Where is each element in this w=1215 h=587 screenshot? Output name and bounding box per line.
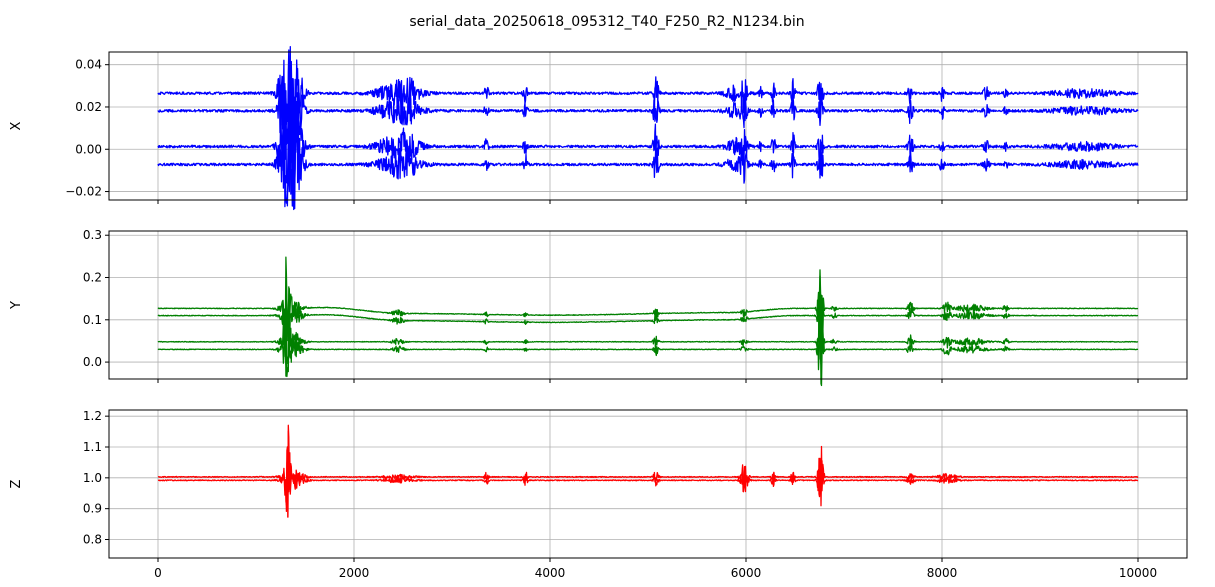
ytick-label-z-0: 0.8 xyxy=(83,533,102,547)
ytick-label-z-2: 1.0 xyxy=(83,471,102,485)
axes-frame-x xyxy=(108,51,1188,201)
ytick-label-z-4: 1.2 xyxy=(83,409,102,423)
ytick-label-x-1: 0.00 xyxy=(75,142,102,156)
series-line-x-3 xyxy=(157,113,1139,211)
axes-frame-y xyxy=(108,230,1188,380)
series-line-x-2 xyxy=(157,100,1139,195)
series-line-z-1 xyxy=(157,430,1139,518)
xtick-label-z-4: 8000 xyxy=(927,566,958,580)
series-line-y-1 xyxy=(157,275,1139,377)
ytick-label-z-3: 1.1 xyxy=(83,440,102,454)
figure-title: serial_data_20250618_095312_T40_F250_R2_… xyxy=(409,14,804,30)
ticks-y: 0.0 0.1 0.2 0.3 xyxy=(83,228,1139,383)
subplot-z: 0 2000 4000 6000 8000 10000 0.8 0.9 1.0 1.1 1.2 Z xyxy=(9,409,1188,580)
ytick-label-x-2: 0.02 xyxy=(75,100,102,114)
ylabel-y: Y xyxy=(9,301,24,310)
ytick-label-x-3: 0.04 xyxy=(75,58,102,72)
series-line-x-0 xyxy=(157,46,1139,141)
series-group-x xyxy=(157,46,1139,211)
series-line-x-1 xyxy=(157,75,1139,157)
series-group-z xyxy=(157,424,1139,518)
ytick-label-y-1: 0.1 xyxy=(83,313,102,327)
xtick-label-z-5: 10000 xyxy=(1119,566,1157,580)
series-group-y xyxy=(157,256,1139,387)
subplot-y: 0.0 0.1 0.2 0.3 Y xyxy=(9,228,1188,387)
ylabel-x: X xyxy=(9,121,24,130)
ytick-label-y-0: 0.0 xyxy=(83,355,102,369)
series-line-y-3 xyxy=(157,307,1139,387)
series-line-y-2 xyxy=(157,300,1139,366)
xtick-label-z-2: 4000 xyxy=(535,566,566,580)
xtick-label-z-3: 6000 xyxy=(731,566,762,580)
ytick-label-y-2: 0.2 xyxy=(83,271,102,285)
ytick-label-x-0: −0.02 xyxy=(65,185,102,199)
ytick-label-y-3: 0.3 xyxy=(83,228,102,242)
series-line-y-0 xyxy=(157,256,1139,339)
axes-frame-z xyxy=(108,409,1188,559)
subplot-x: −0.02 0.00 0.02 0.04 X xyxy=(9,46,1188,211)
ytick-label-z-1: 0.9 xyxy=(83,502,102,516)
ticks-x: −0.02 0.00 0.02 0.04 xyxy=(65,58,1139,204)
ticks-z: 0 2000 4000 6000 8000 10000 0.8 0.9 1.0 1.1 1.2 xyxy=(83,409,1157,580)
xtick-label-z-0: 0 xyxy=(154,566,162,580)
xtick-label-z-1: 2000 xyxy=(339,566,370,580)
series-line-z-0 xyxy=(157,424,1139,518)
ylabel-z: Z xyxy=(9,479,24,488)
